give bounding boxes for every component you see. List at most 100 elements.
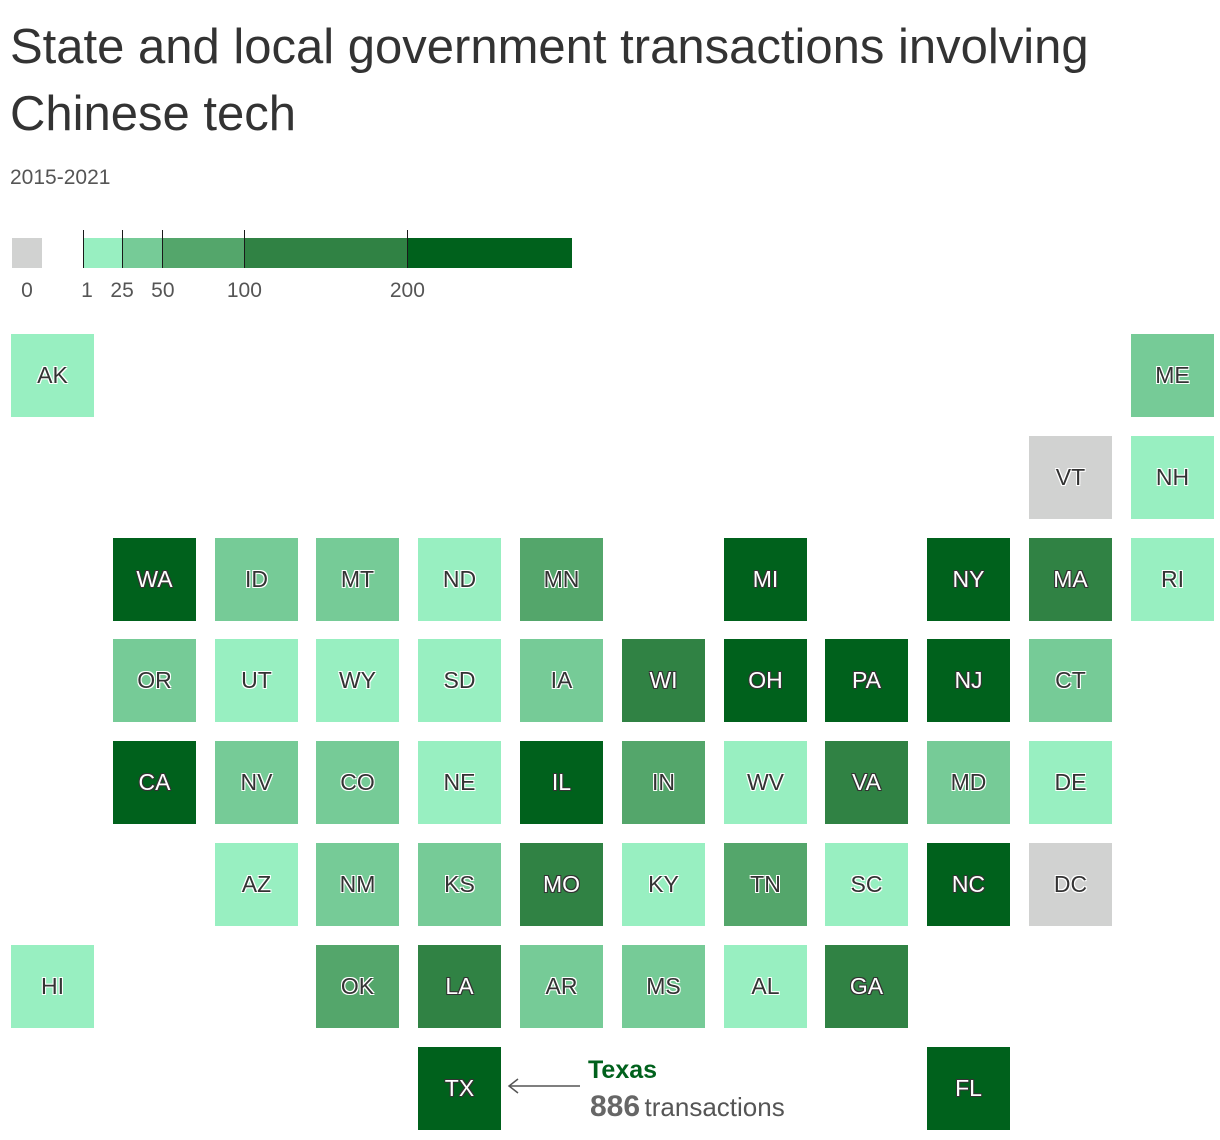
state-tile-va[interactable]: VA [825, 741, 908, 824]
state-tile-ca[interactable]: CA [113, 741, 196, 824]
state-tile-az[interactable]: AZ [215, 843, 298, 926]
state-label: ME [1155, 362, 1190, 388]
state-label: PA [852, 667, 881, 693]
state-label: WY [338, 667, 377, 693]
state-tile-id[interactable]: ID [215, 538, 298, 621]
state-tile-la[interactable]: LA [418, 945, 501, 1028]
legend-swatch-25-50 [122, 238, 163, 268]
state-label: MA [1053, 566, 1088, 592]
state-tile-tn[interactable]: TN [724, 843, 807, 926]
state-label: SD [443, 667, 476, 693]
state-tile-ks[interactable]: KS [418, 843, 501, 926]
state-tile-mn[interactable]: MN [520, 538, 603, 621]
state-label: MN [543, 566, 580, 592]
state-tile-ct[interactable]: CT [1029, 639, 1112, 722]
state-tile-hi[interactable]: HI [11, 945, 94, 1028]
state-tile-il[interactable]: IL [520, 741, 603, 824]
state-tile-sc[interactable]: SC [825, 843, 908, 926]
state-label: MI [752, 566, 779, 592]
legend-tick-label-50: 50 [151, 279, 175, 302]
state-label: HI [41, 973, 64, 999]
state-tile-al[interactable]: AL [724, 945, 807, 1028]
legend-tick-50 [162, 230, 164, 268]
state-tile-wv[interactable]: WV [724, 741, 807, 824]
state-label: TX [444, 1075, 475, 1101]
state-tile-ar[interactable]: AR [520, 945, 603, 1028]
legend-tick-label-100: 100 [226, 279, 262, 302]
state-tile-nd[interactable]: ND [418, 538, 501, 621]
state-tile-fl[interactable]: FL [927, 1047, 1010, 1130]
state-tile-oh[interactable]: OH [724, 639, 807, 722]
state-tile-ut[interactable]: UT [215, 639, 298, 722]
state-label: VT [1055, 464, 1086, 490]
state-tile-dc[interactable]: DC [1029, 843, 1112, 926]
arrow-left-icon [507, 1078, 580, 1094]
state-tile-ga[interactable]: GA [825, 945, 908, 1028]
state-label: CT [1055, 667, 1086, 693]
state-label: MD [950, 769, 987, 795]
state-tile-ok[interactable]: OK [316, 945, 399, 1028]
state-tile-de[interactable]: DE [1029, 741, 1112, 824]
state-label: AL [751, 973, 780, 999]
state-label: DC [1053, 871, 1088, 897]
state-label: WA [136, 566, 173, 592]
chart-title: State and local government transactions … [10, 20, 1089, 141]
state-label: RI [1161, 566, 1184, 592]
state-label: WI [649, 667, 678, 693]
state-label: GA [849, 973, 884, 999]
state-tile-ne[interactable]: NE [418, 741, 501, 824]
state-tile-nh[interactable]: NH [1131, 436, 1214, 519]
chart-subtitle: 2015-2021 [10, 166, 111, 189]
state-tile-wy[interactable]: WY [316, 639, 399, 722]
color-legend: 0 1 25 50 100 200 [0, 230, 600, 310]
state-label: CO [340, 769, 375, 795]
state-tile-nj[interactable]: NJ [927, 639, 1010, 722]
state-label: IN [652, 769, 675, 795]
state-tile-ri[interactable]: RI [1131, 538, 1214, 621]
state-label: AZ [241, 871, 272, 897]
state-tile-in[interactable]: IN [622, 741, 705, 824]
state-tile-pa[interactable]: PA [825, 639, 908, 722]
legend-tick-100 [243, 230, 245, 268]
state-tile-ma[interactable]: MA [1029, 538, 1112, 621]
state-tile-sd[interactable]: SD [418, 639, 501, 722]
state-label: NM [339, 871, 376, 897]
state-label: NC [951, 871, 986, 897]
state-tile-vt[interactable]: VT [1029, 436, 1112, 519]
state-label: MS [646, 973, 681, 999]
state-label: VA [852, 769, 881, 795]
state-tile-me[interactable]: ME [1131, 334, 1214, 417]
state-tile-nv[interactable]: NV [215, 741, 298, 824]
state-tile-mo[interactable]: MO [520, 843, 603, 926]
state-label: ID [245, 566, 268, 592]
state-label: OR [137, 667, 172, 693]
state-tile-ny[interactable]: NY [927, 538, 1010, 621]
state-label: OH [748, 667, 783, 693]
state-tile-ak[interactable]: AK [11, 334, 94, 417]
state-tile-mi[interactable]: MI [724, 538, 807, 621]
state-tile-ky[interactable]: KY [622, 843, 705, 926]
state-tile-md[interactable]: MD [927, 741, 1010, 824]
state-tile-nm[interactable]: NM [316, 843, 399, 926]
state-label: FL [955, 1075, 982, 1101]
state-tile-wi[interactable]: WI [622, 639, 705, 722]
state-label: IL [551, 769, 572, 795]
state-label: TN [750, 871, 781, 897]
state-tile-mt[interactable]: MT [316, 538, 399, 621]
state-label: AK [37, 362, 68, 388]
state-tile-tx[interactable]: TX [418, 1047, 501, 1130]
legend-tick-200 [406, 230, 408, 268]
state-label: MO [542, 871, 581, 897]
state-tile-nc[interactable]: NC [927, 843, 1010, 926]
state-tile-ms[interactable]: MS [622, 945, 705, 1028]
state-label: KS [444, 871, 475, 897]
state-tile-ia[interactable]: IA [520, 639, 603, 722]
state-tile-co[interactable]: CO [316, 741, 399, 824]
legend-zero-swatch [12, 238, 42, 268]
state-label: OK [340, 973, 375, 999]
state-tile-wa[interactable]: WA [113, 538, 196, 621]
state-label: NH [1155, 464, 1190, 490]
state-label: SC [850, 871, 883, 897]
state-tile-or[interactable]: OR [113, 639, 196, 722]
